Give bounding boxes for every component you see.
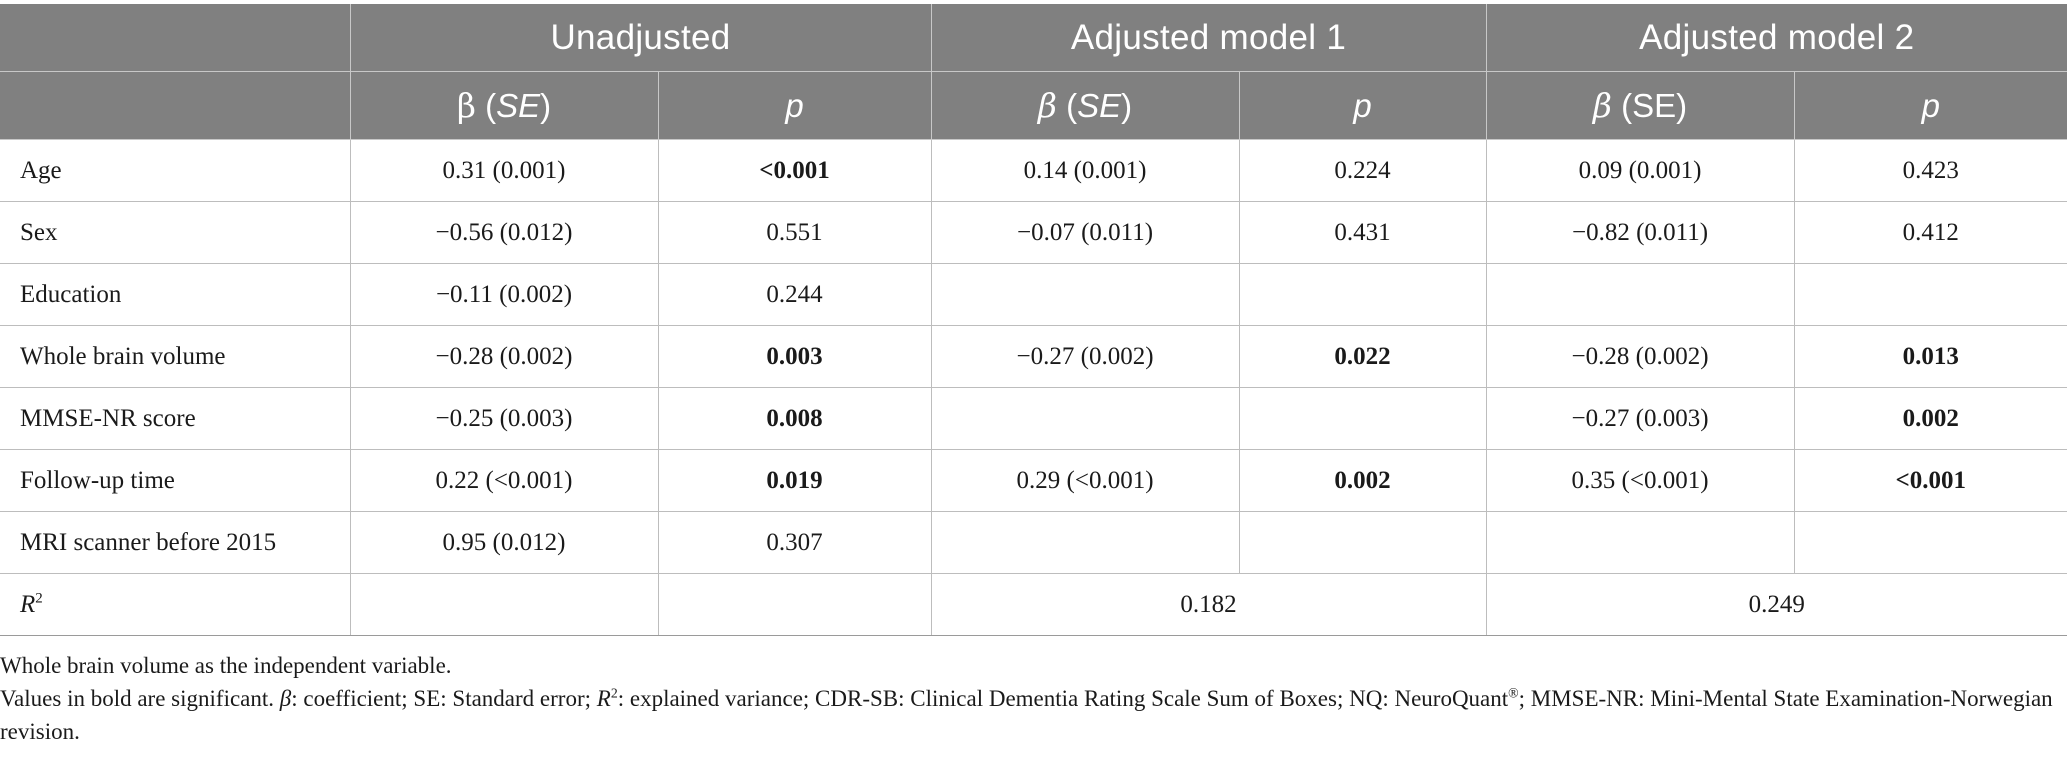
r-squared-label: R2	[0, 573, 351, 636]
model1-beta-cell	[931, 387, 1240, 450]
footnote-r: R	[596, 686, 611, 711]
header-row-groups: Unadjusted Adjusted model 1 Adjusted mod…	[0, 4, 2067, 72]
table-row: Age 0.31 (0.001) <0.001 0.14 (0.001) 0.2…	[0, 139, 2067, 202]
model2-p-cell: 0.412	[1794, 201, 2067, 264]
unadjusted-p-cell: 0.551	[658, 201, 932, 264]
model2-beta-cell: −0.28 (0.002)	[1486, 325, 1795, 388]
table-row: Whole brain volume −0.28 (0.002) 0.003 −…	[0, 325, 2067, 388]
footnote-r-sup: 2	[610, 685, 618, 701]
model2-beta-cell: −0.27 (0.003)	[1486, 387, 1795, 450]
table-row: MRI scanner before 2015 0.95 (0.012) 0.3…	[0, 511, 2067, 574]
unadjusted-beta-cell: 0.22 (<0.001)	[350, 449, 659, 512]
unadjusted-beta-cell: −0.28 (0.002)	[350, 325, 659, 388]
model1-p-cell: 0.002	[1239, 449, 1487, 512]
unadjusted-r2-empty	[350, 573, 659, 636]
footnote-part: : explained variance; CDR-SB: Clinical D…	[617, 686, 1509, 711]
footnote-line-1: Whole brain volume as the independent va…	[0, 653, 452, 678]
header-unadjusted: Unadjusted	[350, 4, 932, 72]
model1-beta-cell: −0.27 (0.002)	[931, 325, 1240, 388]
unadjusted-beta-cell: 0.31 (0.001)	[350, 139, 659, 202]
model1-beta-cell: 0.29 (<0.001)	[931, 449, 1240, 512]
r-symbol: R	[20, 590, 36, 618]
registered-mark: ®	[1508, 685, 1519, 701]
unadjusted-p-cell: 0.244	[658, 263, 932, 326]
subheader-model2-beta: β (SE)	[1486, 71, 1795, 140]
subheader-model1-beta: β (SE)	[931, 71, 1240, 140]
unadjusted-p-cell: 0.008	[658, 387, 932, 450]
footnote-part: : coefficient; SE: Standard error;	[291, 686, 597, 711]
unadjusted-beta-cell: −0.56 (0.012)	[350, 201, 659, 264]
footnote-part: ; MMSE-NR: Mini-Mental State Examination…	[0, 686, 2053, 744]
subheader-model1-p: p	[1239, 71, 1487, 140]
subheader-unadjusted-beta: β (SE)	[350, 71, 659, 140]
r-superscript: 2	[35, 590, 43, 607]
table-row: Sex −0.56 (0.012) 0.551 −0.07 (0.011) 0.…	[0, 201, 2067, 264]
model2-p-cell	[1794, 511, 2067, 574]
se-label: SE	[1632, 87, 1677, 124]
results-table-container: Unadjusted Adjusted model 1 Adjusted mod…	[0, 4, 2067, 636]
model2-beta-cell	[1486, 263, 1795, 326]
header-row-subcolumns: β (SE) p β (SE) p β (SE) p	[0, 71, 2067, 140]
row-label: MMSE-NR score	[0, 387, 351, 450]
beta-symbol: β	[1592, 86, 1612, 125]
model2-p-cell: 0.013	[1794, 325, 2067, 388]
model2-beta-cell: −0.82 (0.011)	[1486, 201, 1795, 264]
table-row: Follow-up time 0.22 (<0.001) 0.019 0.29 …	[0, 449, 2067, 512]
unadjusted-p-cell: 0.019	[658, 449, 932, 512]
model1-beta-cell	[931, 263, 1240, 326]
unadjusted-p-cell: 0.003	[658, 325, 932, 388]
unadjusted-r2-empty-p	[658, 573, 932, 636]
table-row: Education −0.11 (0.002) 0.244	[0, 263, 2067, 326]
model2-beta-cell	[1486, 511, 1795, 574]
model1-p-cell	[1239, 263, 1487, 326]
header-empty-cell	[0, 4, 351, 72]
table-footnotes: Whole brain volume as the independent va…	[0, 649, 2060, 748]
row-label: MRI scanner before 2015	[0, 511, 351, 574]
subheader-model2-p: p	[1794, 71, 2067, 140]
model1-beta-cell: 0.14 (0.001)	[931, 139, 1240, 202]
r-squared-row: R2 0.182 0.249	[0, 573, 2067, 636]
footnote-beta: β	[279, 686, 292, 711]
model2-p-cell: 0.423	[1794, 139, 2067, 202]
unadjusted-beta-cell: 0.95 (0.012)	[350, 511, 659, 574]
header-adjusted-model-2: Adjusted model 2	[1486, 4, 2067, 72]
subheader-unadjusted-p: p	[658, 71, 932, 140]
model2-p-cell: 0.002	[1794, 387, 2067, 450]
model2-p-cell: <0.001	[1794, 449, 2067, 512]
subheader-empty-cell	[0, 71, 351, 140]
model2-p-cell	[1794, 263, 2067, 326]
model2-r2-value: 0.249	[1486, 573, 2067, 636]
row-label: Follow-up time	[0, 449, 351, 512]
row-label: Sex	[0, 201, 351, 264]
beta-symbol: β	[456, 86, 476, 125]
model2-beta-cell: 0.35 (<0.001)	[1486, 449, 1795, 512]
header-adjusted-model-1: Adjusted model 1	[931, 4, 1487, 72]
model1-p-cell	[1239, 387, 1487, 450]
model1-p-cell: 0.431	[1239, 201, 1487, 264]
model1-beta-cell	[931, 511, 1240, 574]
table-row: MMSE-NR score −0.25 (0.003) 0.008 −0.27 …	[0, 387, 2067, 450]
model1-beta-cell: −0.07 (0.011)	[931, 201, 1240, 264]
se-label: SE	[1077, 87, 1122, 124]
row-label: Education	[0, 263, 351, 326]
unadjusted-p-cell: <0.001	[658, 139, 932, 202]
model1-p-cell: 0.224	[1239, 139, 1487, 202]
model2-beta-cell: 0.09 (0.001)	[1486, 139, 1795, 202]
regression-results-table: Unadjusted Adjusted model 1 Adjusted mod…	[0, 4, 2067, 636]
unadjusted-beta-cell: −0.25 (0.003)	[350, 387, 659, 450]
row-label: Age	[0, 139, 351, 202]
model1-p-cell: 0.022	[1239, 325, 1487, 388]
beta-symbol: β	[1037, 86, 1057, 125]
row-label: Whole brain volume	[0, 325, 351, 388]
footnote-part: Values in bold are significant.	[0, 686, 280, 711]
model1-r2-value: 0.182	[931, 573, 1487, 636]
footnote-line-2: Values in bold are significant. β: coeff…	[0, 682, 2060, 748]
se-label: SE	[496, 87, 541, 124]
unadjusted-beta-cell: −0.11 (0.002)	[350, 263, 659, 326]
unadjusted-p-cell: 0.307	[658, 511, 932, 574]
model1-p-cell	[1239, 511, 1487, 574]
